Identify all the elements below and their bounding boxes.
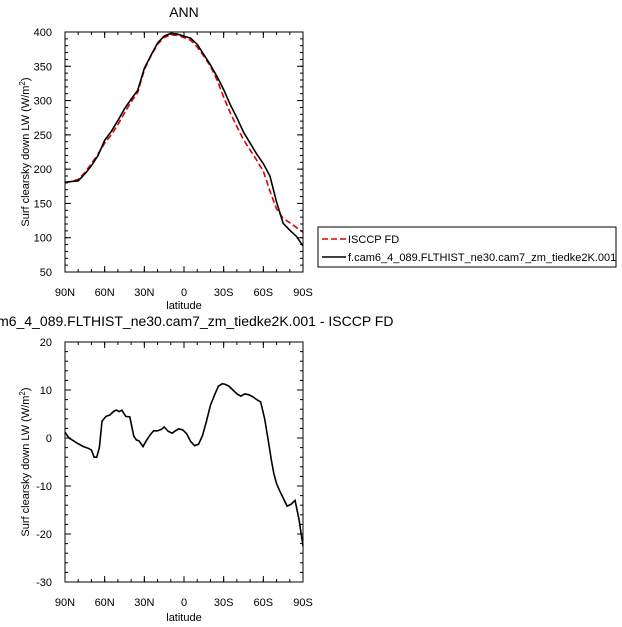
- chart-1-y-tick-label: 100: [34, 233, 52, 245]
- chart-1-y-tick-label: 50: [40, 267, 52, 279]
- chart-2-x-tick-label: 90N: [55, 597, 75, 609]
- panel-2: f.cam6_4_089.FLTHIST_ne30.cam7_zm_tiedke…: [0, 313, 393, 624]
- chart-1-y-tick-label: 200: [34, 164, 52, 176]
- chart-1-plot: 90N 60N 30N 0 30S 60S 90S 50 100 150 200 250 300 350 4…: [34, 27, 313, 299]
- panel-1: ANN 90N 60N 30N 0 30S 60S 90S 50 100 150 200 250 300…: [18, 4, 313, 312]
- chart-2-frame: [64, 341, 304, 583]
- chart-1-y-label-sup: 2: [18, 81, 27, 86]
- chart-1-x-tick-label: 60S: [254, 287, 274, 299]
- legend-box: [317, 226, 617, 268]
- chart-2-x-tick-label: 90S: [293, 597, 313, 609]
- chart-2-y-label: Surf clearsky down LW (W/m2): [18, 387, 33, 536]
- chart-1-x-tick-label: 30S: [214, 287, 234, 299]
- chart-1-series-1-line: [64, 33, 304, 233]
- chart-1-y-tick-label: 350: [34, 61, 52, 73]
- chart-2-y-label-end: ): [20, 387, 32, 391]
- chart-2-series-1-line: [64, 382, 304, 547]
- chart-2-x-tick-label: 60S: [254, 597, 274, 609]
- chart-1-x-tick-label: 90N: [55, 287, 75, 299]
- chart-1-y-label: Surf clearsky down LW (W/m2): [18, 77, 33, 226]
- chart-1-x-tick-label: 60N: [95, 287, 115, 299]
- chart-2-y-tick-label: 10: [40, 385, 52, 397]
- chart-2-y-label-sup: 2: [18, 391, 27, 396]
- chart-1-title: ANN: [169, 4, 199, 20]
- chart-2-plot: 90N 60N 30N 0 30S 60S 90S -30 -20 -10 0 10 20: [36, 337, 313, 609]
- chart-2-x-label: latitude: [166, 612, 201, 624]
- legend: ISCCP FD f.cam6_4_089.FLTHIST_ne30.cam7_…: [317, 226, 617, 268]
- chart-2-y-tick-label: 0: [46, 433, 52, 445]
- chart-2-x-tick-label: 30N: [134, 597, 154, 609]
- chart-1-y-label-end: ): [20, 77, 32, 81]
- chart-2-y-tick-label: 20: [40, 337, 52, 349]
- chart-2-y-tick-label: -30: [36, 577, 52, 589]
- chart-1-x-tick-label: 0: [181, 287, 187, 299]
- chart-1-y-tick-label: 250: [34, 130, 52, 142]
- chart-1-x-tick-label: 90S: [293, 287, 313, 299]
- chart-1-series-2-line: [64, 32, 304, 247]
- chart-2-y-tick-label: -10: [36, 481, 52, 493]
- chart-2-title: f.cam6_4_089.FLTHIST_ne30.cam7_zm_tiedke…: [0, 313, 393, 329]
- chart-1-x-tick-label: 30N: [134, 287, 154, 299]
- chart-2-x-tick-label: 30S: [214, 597, 234, 609]
- chart-1-frame: [64, 31, 304, 273]
- chart-2-x-tick-label: 60N: [95, 597, 115, 609]
- chart-1-y-label-main: Surf clearsky down LW (W/m: [20, 86, 32, 227]
- chart-1-y-tick-label: 300: [34, 96, 52, 108]
- chart-2-y-label-main: Surf clearsky down LW (W/m: [20, 396, 32, 537]
- chart-1-y-tick-label: 150: [34, 198, 52, 210]
- chart-2-x-tick-label: 0: [181, 597, 187, 609]
- legend-label-isccp: ISCCP FD: [348, 234, 399, 246]
- legend-label-model: f.cam6_4_089.FLTHIST_ne30.cam7_zm_tiedke…: [348, 252, 616, 264]
- chart-1-x-label: latitude: [166, 300, 201, 312]
- chart-1-y-tick-label: 400: [34, 27, 52, 39]
- chart-2-y-tick-label: -20: [36, 529, 52, 541]
